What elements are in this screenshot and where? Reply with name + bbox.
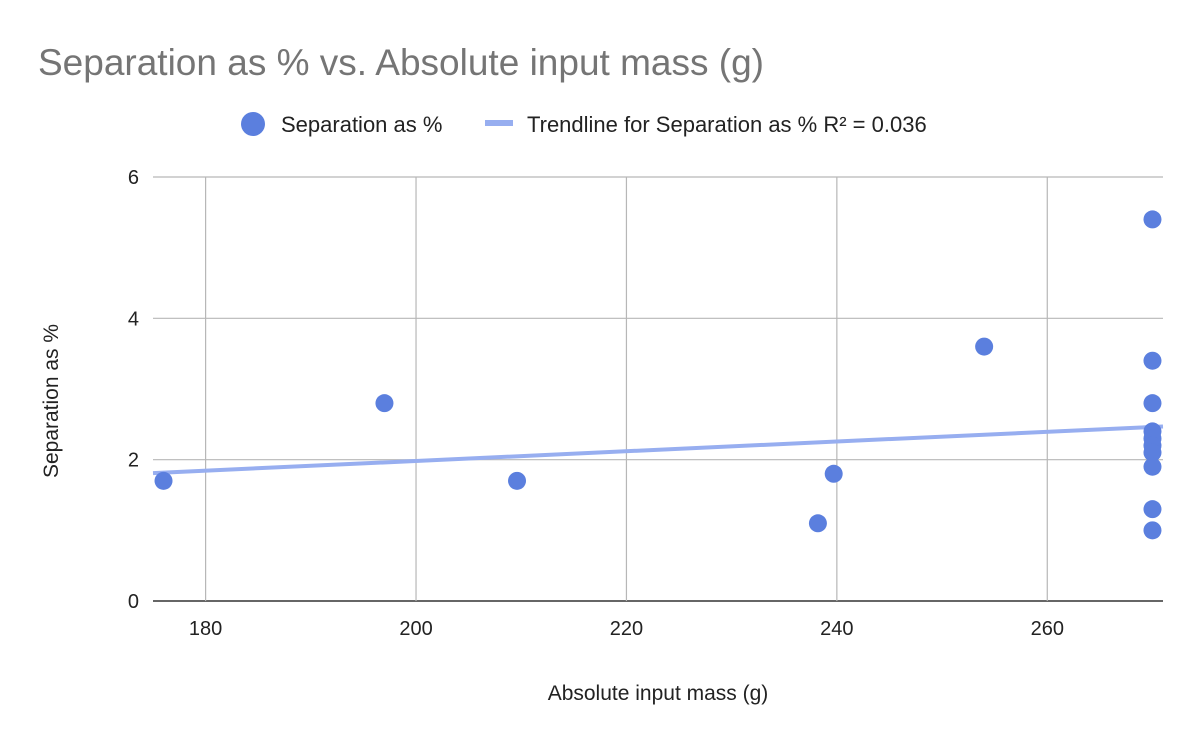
- gridlines: [153, 176, 1163, 602]
- y-tick-label: 4: [128, 308, 139, 330]
- data-point: [1143, 521, 1162, 540]
- y-tick-label: 0: [128, 591, 139, 613]
- y-tick-label: 2: [128, 450, 139, 472]
- x-tick-label: 180: [189, 618, 222, 640]
- data-point: [975, 337, 994, 356]
- legend-marker-trendline: [485, 120, 513, 126]
- x-tick-label: 220: [610, 618, 643, 640]
- data-point: [375, 394, 394, 413]
- legend: Separation as % Trendline for Separation…: [241, 112, 927, 137]
- data-point: [1143, 394, 1162, 413]
- data-point: [1143, 457, 1162, 476]
- x-axis-label: Absolute input mass (g): [548, 682, 769, 705]
- legend-marker-scatter: [241, 112, 265, 136]
- data-point: [1143, 210, 1162, 229]
- data-point: [508, 471, 527, 490]
- x-tick-label: 200: [399, 618, 432, 640]
- data-point: [808, 514, 827, 533]
- chart-title: Separation as % vs. Absolute input mass …: [38, 42, 764, 83]
- y-axis-ticks: 0 2 4 6: [128, 167, 139, 613]
- y-axis-label: Separation as %: [40, 324, 63, 478]
- legend-label-scatter: Separation as %: [281, 112, 442, 137]
- trendline: [152, 424, 1164, 476]
- data-point: [1143, 500, 1162, 519]
- x-axis-ticks: 180 200 220 240 260: [189, 618, 1064, 640]
- data-point: [154, 471, 173, 490]
- trendline-path: [152, 424, 1164, 476]
- y-tick-label: 6: [128, 167, 139, 189]
- data-point: [1143, 351, 1162, 370]
- x-tick-label: 260: [1031, 618, 1064, 640]
- x-tick-label: 240: [820, 618, 853, 640]
- legend-label-trendline: Trendline for Separation as % R² = 0.036: [527, 112, 927, 137]
- data-point: [1143, 443, 1162, 462]
- data-points: [154, 210, 1162, 540]
- data-point: [824, 464, 843, 483]
